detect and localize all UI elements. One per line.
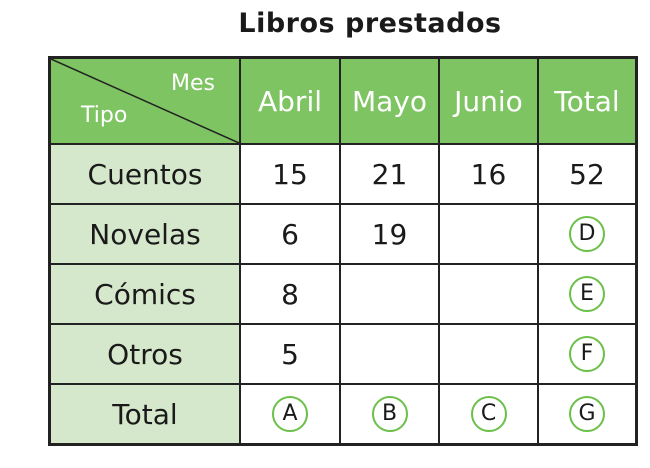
answer-circle: F — [569, 336, 605, 372]
table-cell — [339, 323, 440, 385]
table-cell: 15 — [239, 143, 341, 205]
table-row: Novelas 6 19 D — [48, 203, 638, 265]
table-cell — [438, 263, 539, 325]
loan-table: Mes Tipo Abril Mayo Junio Total Cuentos 1… — [48, 56, 638, 446]
table-cell: 16 — [438, 143, 539, 205]
table-cell: 5 — [239, 323, 341, 385]
col-header: Mayo — [339, 56, 440, 145]
col-header: Total — [537, 56, 638, 145]
table-title: Libros prestados — [238, 8, 502, 39]
table-row: Total A B C G — [48, 383, 638, 446]
answer-circle: G — [569, 396, 605, 432]
table-cell: G — [537, 383, 638, 446]
col-header: Junio — [438, 56, 539, 145]
answer-circle: A — [272, 396, 308, 432]
table-cell — [438, 203, 539, 265]
table-cell: D — [537, 203, 638, 265]
table-cell: C — [438, 383, 539, 446]
table-cell: A — [239, 383, 341, 446]
table-cell: E — [537, 263, 638, 325]
table-cell: 21 — [339, 143, 440, 205]
row-header: Cuentos — [48, 143, 241, 205]
table-cell: 19 — [339, 203, 440, 265]
table-cell — [438, 323, 539, 385]
row-header: Novelas — [48, 203, 241, 265]
row-header: Total — [48, 383, 241, 446]
table-cell: F — [537, 323, 638, 385]
table-cell — [339, 263, 440, 325]
col-header: Abril — [239, 56, 341, 145]
row-axis-label: Tipo — [81, 103, 128, 128]
table-cell: 8 — [239, 263, 341, 325]
header-row: Mes Tipo Abril Mayo Junio Total — [48, 56, 638, 145]
table-row: Cuentos 15 21 16 52 — [48, 143, 638, 205]
answer-circle: B — [371, 396, 408, 432]
row-header: Cómics — [48, 263, 241, 325]
table-cell: 6 — [239, 203, 341, 265]
row-header: Otros — [48, 323, 241, 385]
table-cell: 52 — [537, 143, 638, 205]
table-row: Otros 5 F — [48, 323, 638, 385]
corner-header: Mes Tipo — [48, 56, 241, 145]
answer-circle: E — [569, 276, 605, 312]
answer-circle: C — [470, 396, 507, 432]
table-cell: B — [339, 383, 440, 446]
col-axis-label: Mes — [171, 71, 215, 96]
diagonal-divider — [51, 59, 239, 143]
table-row: Cómics 8 E — [48, 263, 638, 325]
answer-circle: D — [569, 216, 605, 252]
